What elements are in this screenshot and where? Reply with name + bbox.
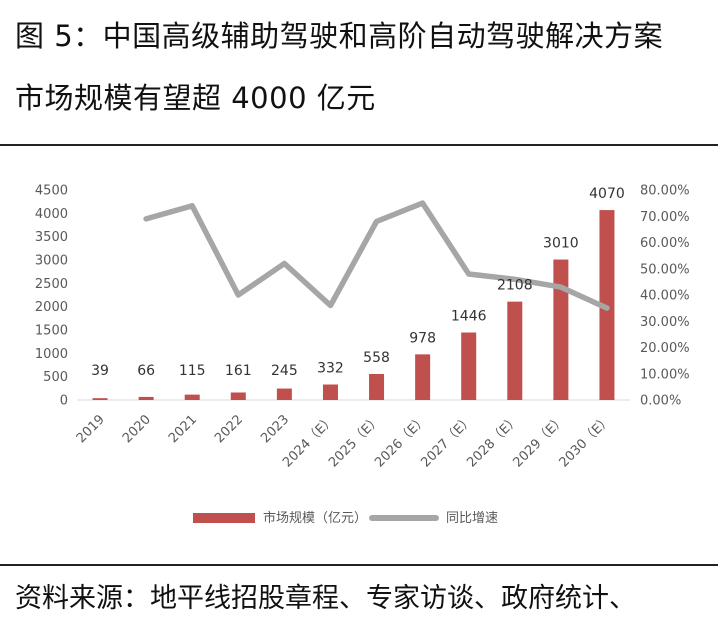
bar (230, 392, 246, 400)
y-right-tick-label: 70.00% (640, 210, 690, 225)
y-left-tick-label: 0 (60, 394, 68, 409)
bar-data-label: 39 (91, 363, 109, 379)
bar-data-label: 4070 (589, 186, 625, 202)
bar-data-label: 558 (363, 350, 390, 366)
bar-data-label: 66 (137, 363, 155, 379)
chart: 0 500 1000 1500 2000 2500 3000 3500 4000 4500 0.00… (35, 184, 690, 527)
bar-data-label: 2108 (497, 278, 533, 294)
y-left-tick-label: 4000 (35, 207, 68, 222)
y-left-tick-label: 4500 (35, 184, 68, 199)
bar (507, 301, 523, 400)
bar (369, 373, 385, 400)
bar (553, 259, 569, 400)
bar-data-label: 332 (317, 361, 344, 377)
x-tick-label: 2020 (120, 412, 154, 446)
bar (415, 354, 431, 400)
y-right-tick-label: 0.00% (640, 394, 681, 409)
legend-label-market-size: 市场规模（亿元） (263, 510, 367, 526)
bar-data-label: 245 (271, 363, 298, 379)
bar (599, 210, 615, 400)
bar (276, 388, 292, 400)
y-left-tick-label: 1000 (35, 347, 68, 362)
figure-title: 图 5：中国高级辅助驾驶和高阶自动驾驶解决方案 市场规模有望超 4000 亿元 (15, 14, 705, 138)
y-right-tick-label: 80.00% (640, 184, 690, 199)
y-left-tick-label: 500 (43, 370, 68, 385)
y-left-tick-label: 3500 (35, 230, 68, 245)
bottom-rule (0, 564, 718, 566)
top-rule (0, 144, 718, 146)
y-right-tick-label: 60.00% (640, 236, 690, 251)
legend-swatch-market-size (193, 513, 255, 523)
figure-title-line-2: 市场规模有望超 4000 亿元 (15, 81, 376, 115)
y-left-tick-label: 3000 (35, 254, 68, 269)
bar (322, 384, 338, 400)
bar (184, 394, 200, 400)
bar (461, 332, 477, 400)
x-tick-label: 2021 (166, 412, 200, 446)
y-right-tick-label: 50.00% (640, 262, 690, 277)
y-right-tick-label: 40.00% (640, 289, 690, 304)
figure-title-line-1: 图 5：中国高级辅助驾驶和高阶自动驾驶解决方案 (15, 19, 664, 53)
bar-data-label: 978 (409, 330, 436, 346)
x-tick-label: 2023 (258, 412, 292, 446)
bar-data-label: 115 (179, 363, 206, 379)
y-right-tick-label: 30.00% (640, 315, 690, 330)
bar-data-label: 3010 (543, 236, 579, 252)
y-right-tick-label: 10.00% (640, 367, 690, 382)
y-left-tick-label: 1500 (35, 324, 68, 339)
source-note: 资料来源：地平线招股章程、专家访谈、政府统计、 (15, 583, 636, 614)
y-left-tick-label: 2500 (35, 277, 68, 292)
bar (138, 396, 154, 400)
bar-data-label: 161 (225, 363, 252, 379)
x-tick-label: 2022 (212, 412, 246, 446)
legend-label-growth: 同比增速 (446, 511, 498, 526)
bar (92, 398, 108, 400)
x-tick-label: 2019 (74, 412, 108, 446)
y-left-tick-label: 2000 (35, 300, 68, 315)
bar-data-label: 1446 (451, 309, 487, 325)
growth-rate-line (143, 200, 610, 311)
y-right-tick-label: 20.00% (640, 341, 690, 356)
